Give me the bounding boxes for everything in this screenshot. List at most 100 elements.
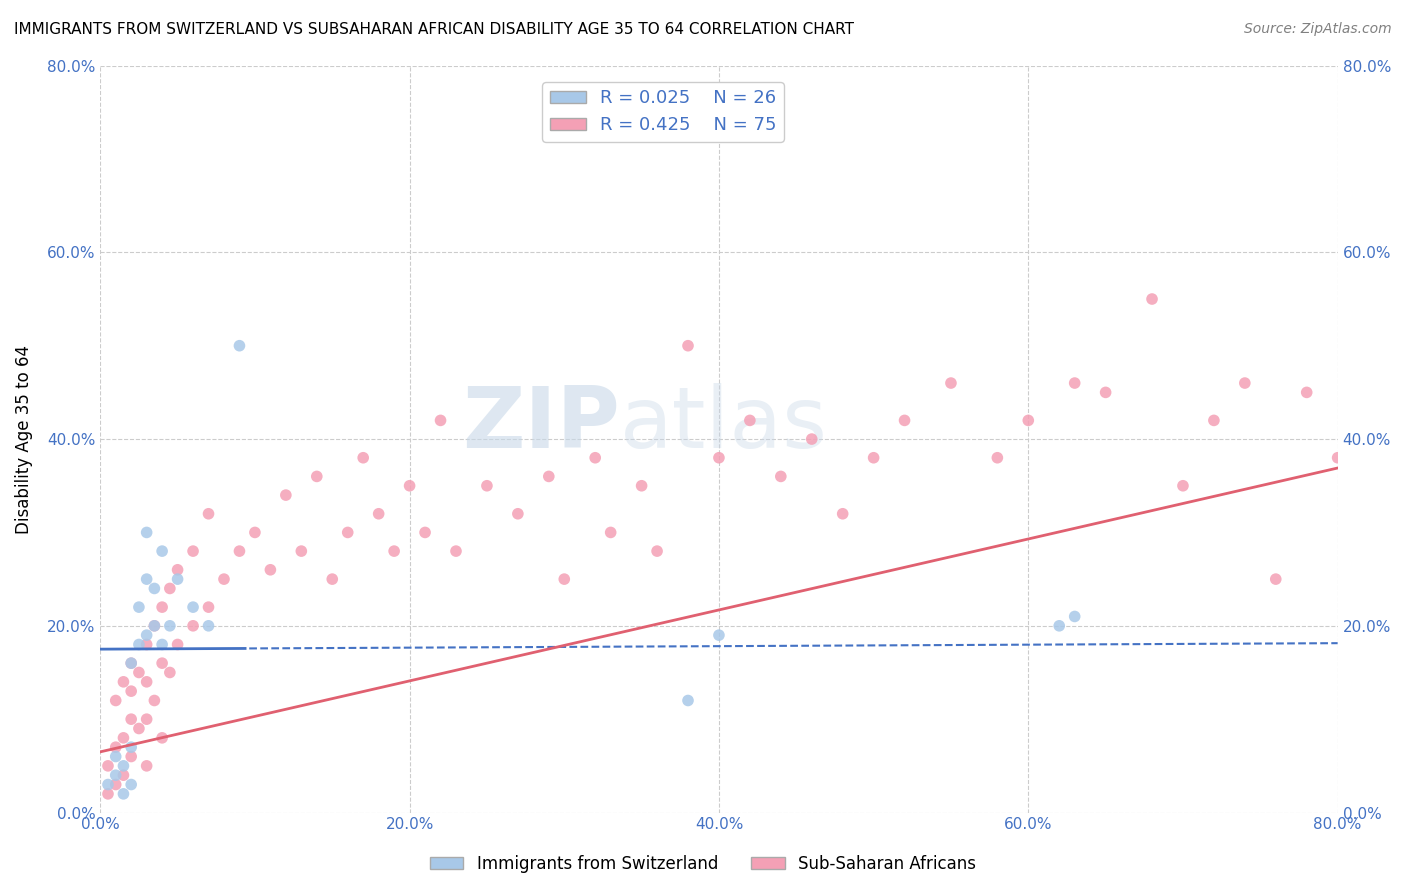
Point: [97, 759, 120, 773]
Point: [553, 572, 575, 586]
Point: [645, 544, 668, 558]
Point: [1264, 572, 1286, 586]
Point: [290, 544, 312, 558]
Point: [707, 450, 730, 465]
Point: [228, 544, 250, 558]
Point: [1233, 376, 1256, 390]
Point: [104, 693, 127, 707]
Point: [112, 674, 135, 689]
Point: [413, 525, 436, 540]
Point: [166, 563, 188, 577]
Point: [1295, 385, 1317, 400]
Point: [676, 693, 699, 707]
Point: [197, 619, 219, 633]
Point: [475, 479, 498, 493]
Point: [1017, 413, 1039, 427]
Point: [128, 600, 150, 615]
Point: [1063, 376, 1085, 390]
Point: [143, 619, 166, 633]
Point: [120, 656, 142, 670]
Point: [150, 544, 173, 558]
Point: [274, 488, 297, 502]
Point: [893, 413, 915, 427]
Point: [112, 787, 135, 801]
Point: [831, 507, 853, 521]
Point: [181, 544, 204, 558]
Legend: Immigrants from Switzerland, Sub-Saharan Africans: Immigrants from Switzerland, Sub-Saharan…: [423, 848, 983, 880]
Point: [120, 749, 142, 764]
Point: [429, 413, 451, 427]
Point: [738, 413, 761, 427]
Text: Source: ZipAtlas.com: Source: ZipAtlas.com: [1244, 22, 1392, 37]
Point: [97, 778, 120, 792]
Point: [159, 582, 181, 596]
Point: [135, 674, 157, 689]
Point: [243, 525, 266, 540]
Text: ZIP: ZIP: [463, 383, 620, 466]
Point: [305, 469, 328, 483]
Point: [112, 768, 135, 782]
Point: [135, 638, 157, 652]
Point: [1094, 385, 1116, 400]
Y-axis label: Disability Age 35 to 64: Disability Age 35 to 64: [15, 344, 32, 533]
Point: [367, 507, 389, 521]
Point: [143, 693, 166, 707]
Point: [1326, 450, 1348, 465]
Point: [181, 600, 204, 615]
Point: [135, 572, 157, 586]
Point: [1171, 479, 1194, 493]
Point: [135, 759, 157, 773]
Point: [150, 656, 173, 670]
Point: [166, 638, 188, 652]
Point: [104, 749, 127, 764]
Point: [143, 582, 166, 596]
Point: [143, 619, 166, 633]
Point: [159, 665, 181, 680]
Point: [259, 563, 281, 577]
Point: [120, 656, 142, 670]
Point: [128, 722, 150, 736]
Point: [120, 712, 142, 726]
Point: [506, 507, 529, 521]
Point: [1047, 619, 1070, 633]
Point: [939, 376, 962, 390]
Point: [128, 665, 150, 680]
Point: [321, 572, 343, 586]
Point: [862, 450, 884, 465]
Point: [1063, 609, 1085, 624]
Point: [120, 740, 142, 755]
Point: [120, 778, 142, 792]
Point: [382, 544, 405, 558]
Point: [599, 525, 621, 540]
Point: [676, 339, 699, 353]
Text: atlas: atlas: [620, 383, 828, 466]
Point: [104, 778, 127, 792]
Point: [444, 544, 467, 558]
Point: [630, 479, 652, 493]
Point: [769, 469, 792, 483]
Point: [112, 731, 135, 745]
Point: [135, 628, 157, 642]
Point: [212, 572, 235, 586]
Point: [583, 450, 606, 465]
Point: [150, 638, 173, 652]
Point: [104, 768, 127, 782]
Point: [97, 787, 120, 801]
Point: [112, 759, 135, 773]
Point: [707, 628, 730, 642]
Point: [986, 450, 1008, 465]
Point: [120, 684, 142, 698]
Text: IMMIGRANTS FROM SWITZERLAND VS SUBSAHARAN AFRICAN DISABILITY AGE 35 TO 64 CORREL: IMMIGRANTS FROM SWITZERLAND VS SUBSAHARA…: [14, 22, 853, 37]
Point: [398, 479, 420, 493]
Point: [159, 619, 181, 633]
Point: [135, 712, 157, 726]
Legend: R = 0.025    N = 26, R = 0.425    N = 75: R = 0.025 N = 26, R = 0.425 N = 75: [543, 82, 785, 142]
Point: [128, 638, 150, 652]
Point: [150, 731, 173, 745]
Point: [135, 525, 157, 540]
Point: [228, 339, 250, 353]
Point: [336, 525, 359, 540]
Point: [104, 740, 127, 755]
Point: [1202, 413, 1225, 427]
Point: [181, 619, 204, 633]
